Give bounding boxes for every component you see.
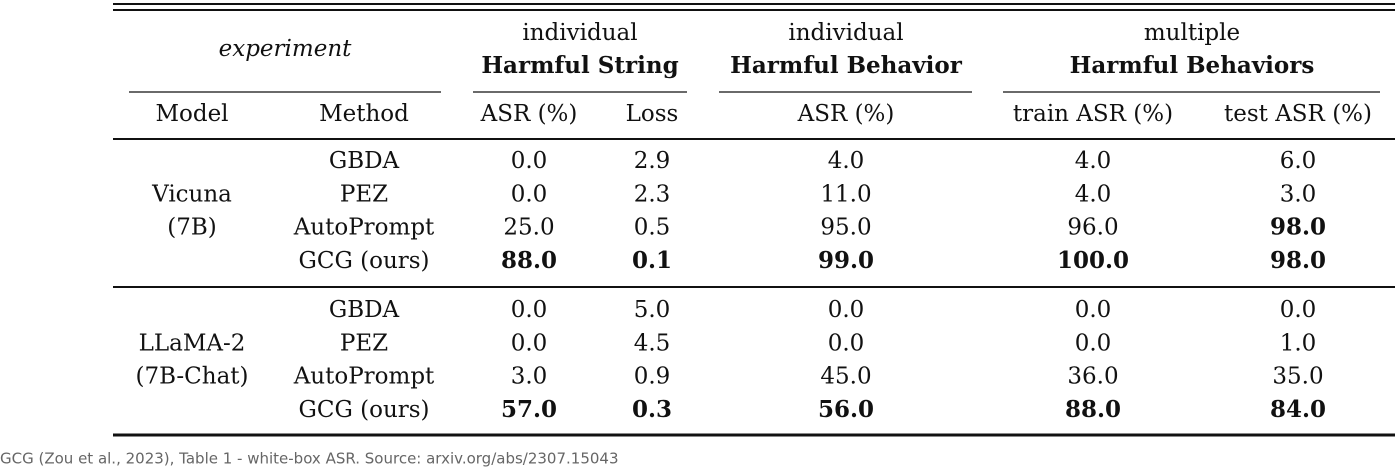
method: GCG (ours) (298, 248, 429, 274)
cell: 95.0 (820, 215, 871, 241)
cell: 4.0 (828, 148, 865, 174)
cell: 0.0 (1075, 330, 1112, 356)
cell: 100.0 (1057, 247, 1129, 274)
column-header: Loss (626, 101, 679, 127)
cell: 6.0 (1280, 148, 1317, 174)
method: AutoPrompt (293, 215, 435, 241)
cell: 56.0 (818, 396, 874, 423)
group-title: Harmful Behavior (730, 52, 963, 79)
cell: 88.0 (1065, 396, 1121, 423)
corner-header: experiment (219, 36, 353, 62)
column-header: ASR (%) (797, 101, 895, 127)
group-top: individual (522, 20, 637, 46)
cell: 0.0 (511, 330, 548, 356)
group-title: Harmful String (481, 52, 678, 79)
cell: 88.0 (501, 247, 557, 274)
group-title: Harmful Behaviors (1070, 52, 1315, 79)
cell: 36.0 (1067, 364, 1118, 390)
cell: 2.9 (634, 148, 671, 174)
method: GCG (ours) (298, 397, 429, 423)
cell: 0.9 (634, 364, 671, 390)
cell: 2.3 (634, 181, 671, 207)
method: GBDA (329, 148, 400, 174)
cell: 0.5 (634, 215, 671, 241)
column-header: Model (155, 101, 228, 127)
cell: 3.0 (511, 364, 548, 390)
method: PEZ (340, 181, 388, 207)
cell: 45.0 (820, 364, 871, 390)
caption: GCG (Zou et al., 2023), Table 1 - white-… (0, 450, 619, 468)
cell: 99.0 (818, 247, 874, 274)
group-top: individual (788, 20, 903, 46)
column-header: train ASR (%) (1013, 101, 1173, 127)
method: PEZ (340, 330, 388, 356)
cell: 0.0 (1075, 297, 1112, 323)
cell: 4.5 (634, 330, 671, 356)
cell: 0.0 (828, 297, 865, 323)
cell: 3.0 (1280, 181, 1317, 207)
cell: 96.0 (1067, 215, 1118, 241)
model-label: Vicuna (151, 181, 232, 207)
model-label: (7B) (167, 215, 216, 241)
cell: 57.0 (501, 396, 557, 423)
model-label: (7B-Chat) (135, 364, 248, 390)
cell: 0.0 (511, 148, 548, 174)
cell: 11.0 (820, 181, 871, 207)
cell: 5.0 (634, 297, 671, 323)
method: AutoPrompt (293, 364, 435, 390)
cell: 0.0 (1280, 297, 1317, 323)
cell: 0.0 (828, 330, 865, 356)
column-header: test ASR (%) (1224, 101, 1372, 127)
column-header: ASR (%) (480, 101, 578, 127)
method: GBDA (329, 297, 400, 323)
cell: 98.0 (1270, 247, 1326, 274)
cell: 84.0 (1270, 396, 1326, 423)
cell: 4.0 (1075, 148, 1112, 174)
cell: 98.0 (1270, 214, 1326, 241)
group-top: multiple (1144, 20, 1240, 46)
cell: 35.0 (1272, 364, 1323, 390)
cell: 0.3 (632, 396, 672, 423)
cell: 0.1 (632, 247, 672, 274)
cell: 0.0 (511, 297, 548, 323)
cell: 0.0 (511, 181, 548, 207)
column-header: Method (319, 101, 409, 127)
model-label: LLaMA-2 (139, 330, 246, 356)
cell: 4.0 (1075, 181, 1112, 207)
cell: 25.0 (503, 215, 554, 241)
cell: 1.0 (1280, 330, 1317, 356)
